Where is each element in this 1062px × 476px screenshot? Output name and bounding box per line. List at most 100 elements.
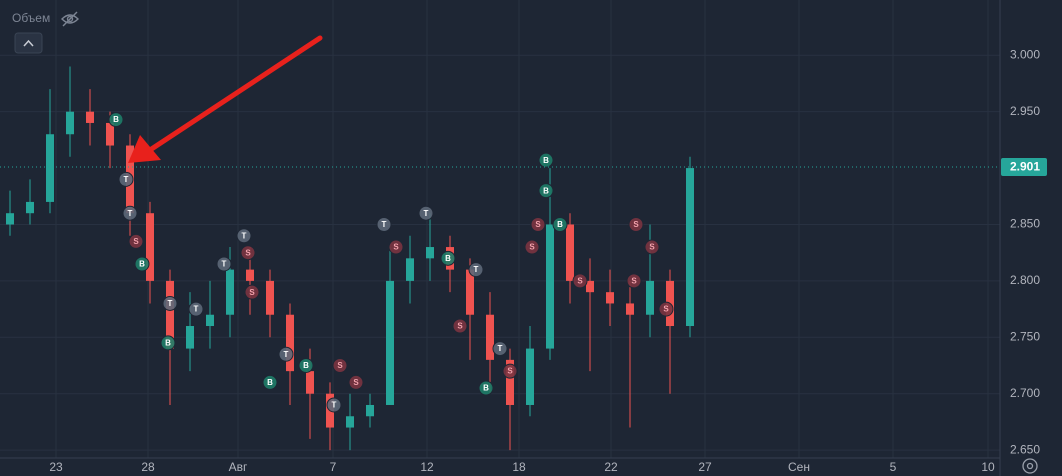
- candle-body: [146, 213, 154, 281]
- candle-body: [106, 122, 114, 146]
- trade-marker-label: B: [139, 260, 145, 269]
- trade-marker-label: S: [337, 361, 343, 370]
- volume-label: Объем: [12, 11, 50, 25]
- x-tick-label: 23: [49, 460, 63, 474]
- settings-icon[interactable]: [1022, 458, 1038, 474]
- trade-marker: [524, 239, 540, 255]
- candle-body: [486, 314, 494, 360]
- trade-marker-label: B: [113, 115, 119, 124]
- candle-body: [266, 280, 274, 315]
- trade-marker: [658, 301, 674, 317]
- trade-marker: [188, 301, 204, 317]
- y-tick-label: 2.950: [1010, 104, 1040, 118]
- trade-marker-label: B: [303, 361, 309, 370]
- trade-marker-label: T: [168, 299, 173, 308]
- candle-body: [366, 404, 374, 417]
- x-tick-label: 12: [420, 460, 434, 474]
- trade-marker: [626, 273, 642, 289]
- collapse-button[interactable]: [14, 32, 43, 54]
- candle-body: [646, 280, 654, 315]
- candle-body: [306, 371, 314, 394]
- trade-marker: [478, 380, 494, 396]
- trade-marker-label: T: [194, 305, 199, 314]
- trade-marker-label: B: [267, 378, 273, 387]
- trade-marker-label: T: [382, 220, 387, 229]
- trade-marker-label: B: [557, 220, 563, 229]
- candle-body: [26, 201, 34, 214]
- x-tick-label: 18: [512, 460, 526, 474]
- trade-marker: [216, 256, 232, 272]
- trade-marker-label: B: [543, 156, 549, 165]
- trade-marker: [326, 397, 342, 413]
- trade-marker: [122, 205, 138, 221]
- candle-body: [686, 168, 694, 327]
- x-tick-label: 27: [698, 460, 712, 474]
- trade-marker-label: B: [483, 384, 489, 393]
- hide-icon[interactable]: [61, 11, 79, 27]
- trade-marker: [572, 273, 588, 289]
- trade-marker: [162, 295, 178, 311]
- trade-marker-label: T: [474, 265, 479, 274]
- trade-marker: [108, 112, 124, 128]
- candle-body: [226, 269, 234, 315]
- candle-body: [606, 292, 614, 304]
- trade-marker: [418, 205, 434, 221]
- trade-marker: [628, 216, 644, 232]
- trade-marker: [492, 341, 508, 357]
- y-tick-label: 2.800: [1010, 273, 1040, 287]
- trade-marker-label: S: [457, 322, 463, 331]
- candle-body: [566, 224, 574, 281]
- trade-marker-label: S: [535, 220, 541, 229]
- trade-marker-label: S: [529, 243, 535, 252]
- trade-marker-label: T: [332, 401, 337, 410]
- trade-marker: [240, 245, 256, 261]
- trade-marker-label: S: [393, 243, 399, 252]
- trade-marker: [440, 250, 456, 266]
- x-tick-label: Авг: [229, 460, 248, 474]
- trade-marker: [538, 152, 554, 168]
- trade-marker-label: T: [128, 209, 133, 218]
- trade-marker-label: B: [543, 186, 549, 195]
- candle-body: [346, 416, 354, 428]
- trade-marker-label: T: [284, 350, 289, 359]
- x-tick-label: 22: [604, 460, 618, 474]
- trade-marker: [332, 357, 348, 373]
- trade-marker: [160, 335, 176, 351]
- x-tick-label: 5: [890, 460, 897, 474]
- trade-marker: [376, 216, 392, 232]
- trade-marker: [468, 262, 484, 278]
- trade-marker-label: S: [649, 243, 655, 252]
- trade-marker: [244, 284, 260, 300]
- last-price-badge: [1001, 157, 1047, 176]
- trade-marker-label: S: [507, 367, 513, 376]
- trade-marker: [262, 374, 278, 390]
- trade-marker-label: S: [249, 288, 255, 297]
- candle-body: [166, 280, 174, 349]
- x-tick-label: Сен: [788, 460, 810, 474]
- trade-marker: [530, 216, 546, 232]
- trade-marker: [538, 183, 554, 199]
- trade-marker-label: S: [245, 248, 251, 257]
- candle-body: [506, 359, 514, 405]
- y-tick-label: 2.750: [1010, 329, 1040, 343]
- candle-body: [406, 258, 414, 281]
- trade-marker: [502, 363, 518, 379]
- grid: [0, 0, 1000, 458]
- trade-marker: [388, 239, 404, 255]
- y-tick-label: 2.650: [1010, 442, 1040, 456]
- candle-body: [66, 111, 74, 135]
- candle-body: [246, 269, 254, 281]
- x-tick-label: 7: [330, 460, 337, 474]
- y-tick-label: 3.000: [1010, 47, 1040, 61]
- trade-marker-label: B: [165, 339, 171, 348]
- trade-marker-label: T: [222, 260, 227, 269]
- trade-marker: [236, 228, 252, 244]
- trade-marker-label: S: [663, 305, 669, 314]
- candle-body: [46, 134, 54, 202]
- trade-marker: [644, 239, 660, 255]
- trade-marker-label: S: [353, 378, 359, 387]
- candle-body: [526, 348, 534, 405]
- trade-marker-label: B: [445, 254, 451, 263]
